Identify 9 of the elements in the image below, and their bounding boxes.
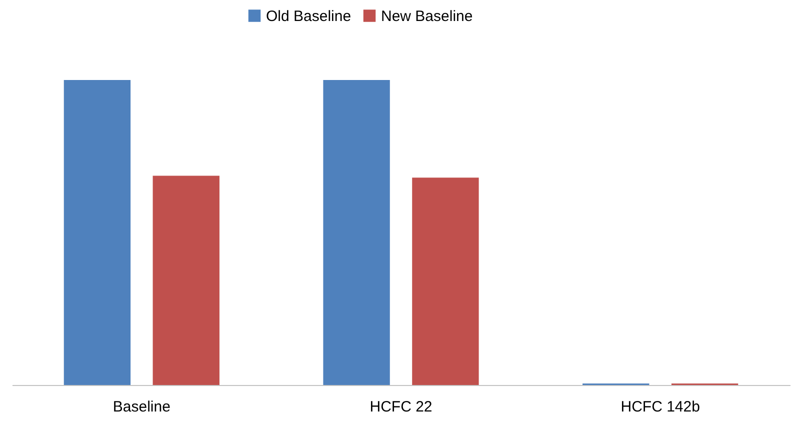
bar xyxy=(412,178,479,385)
legend-label: Old Baseline xyxy=(266,8,352,25)
x-tick-label: HCFC 22 xyxy=(370,398,432,416)
bar xyxy=(152,176,220,385)
x-tick-label: Baseline xyxy=(112,398,170,416)
legend-label: New Baseline xyxy=(381,8,473,25)
bar xyxy=(323,80,390,385)
bar xyxy=(64,80,131,385)
x-tick-label: HCFC 142b xyxy=(620,398,700,416)
